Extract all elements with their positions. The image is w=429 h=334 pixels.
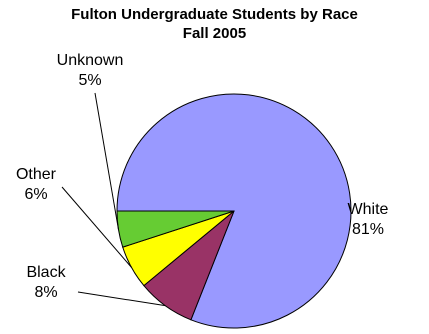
pie-slice-white [116,93,352,329]
slice-label-white: White 81% [338,200,398,240]
slice-label-unknown-value: 5% [78,72,102,89]
slice-label-white-name: White [347,201,389,218]
leader-line-other [61,186,132,268]
slice-label-unknown-name: Unknown [56,52,124,69]
chart-title: Fulton Undergraduate Students by Race [71,6,358,23]
slice-label-white-value: 81% [351,221,385,238]
slice-label-other: Other 6% [6,165,66,205]
leader-lines [61,92,166,307]
pie-slices [116,93,352,329]
chart-subtitle: Fall 2005 [182,25,247,42]
slice-label-unknown: Unknown 5% [40,51,140,91]
leader-line-unknown [94,92,119,230]
slice-label-other-value: 6% [24,186,48,203]
slice-label-black-name: Black [26,264,66,281]
slice-label-black-value: 8% [34,284,58,301]
slice-label-other-name: Other [15,166,56,183]
pie-slice-unknown [116,210,235,248]
slice-label-black: Black 8% [18,263,74,303]
leader-line-black [77,291,166,307]
